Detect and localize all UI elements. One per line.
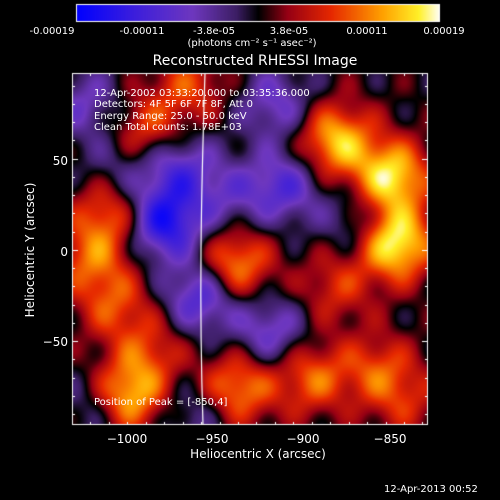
- colorbar-tick-label: 0.00019: [423, 26, 465, 37]
- y-tick-label: 0: [60, 245, 68, 259]
- time-range-annotation: 12-Apr-2002 03:33:20.000 to 03:35:36.000: [94, 88, 310, 99]
- x-axis-label: Heliocentric X (arcsec): [190, 447, 326, 461]
- colorbar-tick-label: -0.00019: [29, 26, 75, 37]
- chart-title: Reconstructed RHESSI Image: [152, 53, 358, 69]
- colorbar-tick-label: -3.8e-05: [193, 26, 235, 37]
- x-tick-label: −1000: [106, 432, 148, 446]
- colorbar-tick-label: 0.00011: [346, 26, 388, 37]
- x-tick-label: −950: [195, 432, 229, 446]
- render-timestamp: 12-Apr-2013 00:52: [384, 484, 478, 495]
- colorbar-unit-label: (photons cm⁻² s⁻¹ asec⁻²): [187, 38, 317, 49]
- colorbar-tick-label: 3.8e-05: [269, 26, 309, 37]
- x-tick-label: −850: [373, 432, 407, 446]
- y-tick-label: 50: [52, 154, 68, 168]
- energy-range-annotation: Energy Range: 25.0 - 50.0 keV: [94, 111, 247, 122]
- clean-counts-annotation: Clean Total counts: 1.78E+03: [94, 122, 242, 133]
- colorbar-tick-label: -0.00011: [119, 26, 165, 37]
- x-tick-label: −900: [286, 432, 320, 446]
- y-axis-label: Heliocentric Y (arcsec): [23, 182, 37, 318]
- peak-position-annotation: Position of Peak = [-850,4]: [94, 397, 228, 408]
- detectors-annotation: Detectors: 4F 5F 6F 7F 8F, Att 0: [94, 99, 254, 110]
- y-tick-label: −50: [42, 335, 68, 349]
